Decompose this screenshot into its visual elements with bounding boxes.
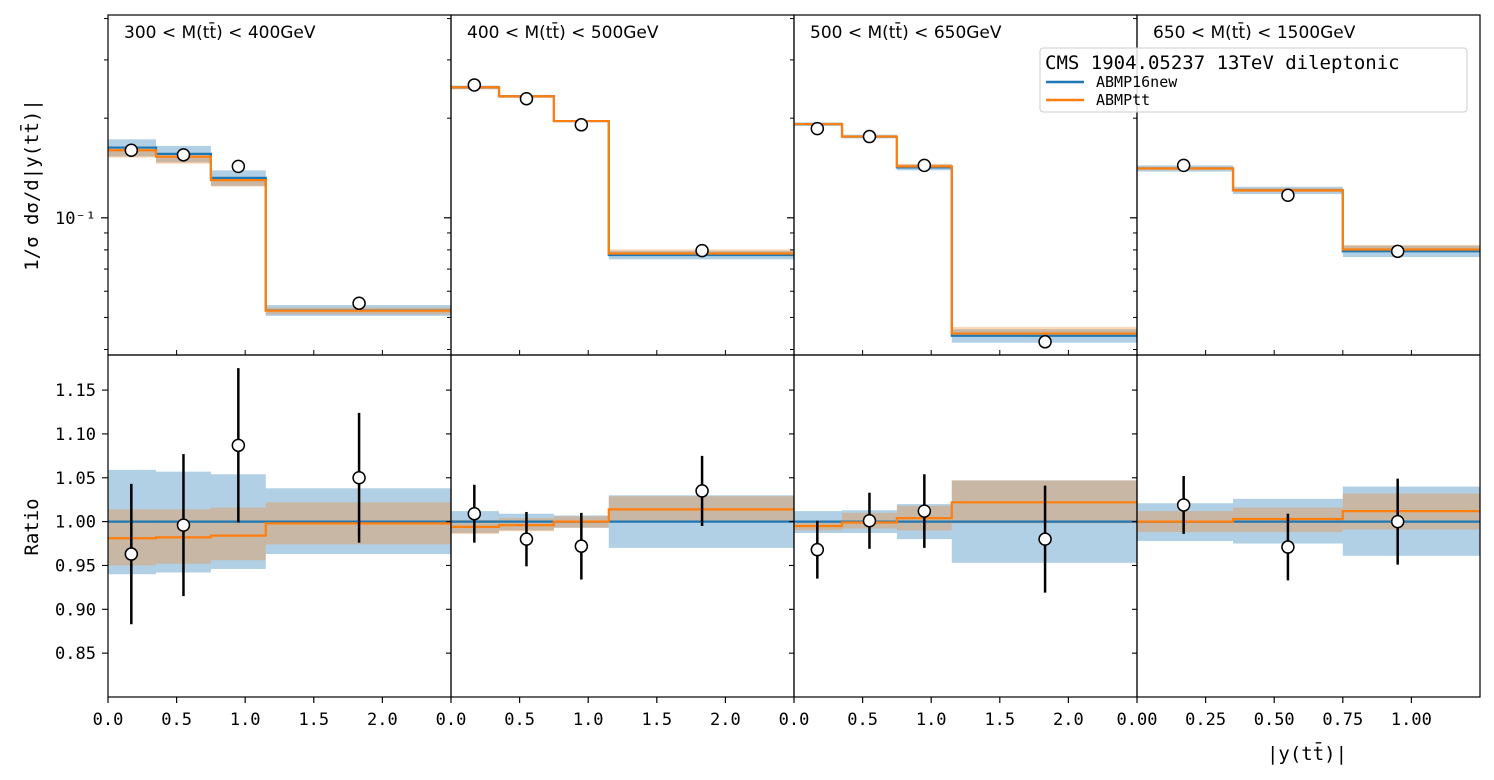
x-tick-label: 1.0 — [573, 710, 604, 730]
ratio-y-tick-label: 0.95 — [55, 556, 96, 576]
ratio-y-axis-label: Ratio — [21, 498, 43, 555]
ratio-y-tick-label: 1.10 — [55, 425, 96, 445]
legend-box — [1039, 47, 1468, 113]
panel-3: 500 < M(tt̄) < 650GeV 0.0 0.5 1.0 1.5 2.0 — [779, 14, 1138, 730]
ratio-axes-frame — [1136, 354, 1481, 698]
ratio-data-point — [1281, 540, 1295, 554]
panel-title: 500 < M(tt̄) < 650GeV — [810, 21, 1002, 43]
xsec-line-abmp16new — [1137, 167, 1480, 253]
x-tick-label: 2.0 — [1053, 710, 1084, 730]
legend-entry-abmptt: ABMPtt — [1096, 91, 1150, 109]
xsec-band-abmptt — [1342, 244, 1480, 251]
ratio-line-abmptt — [108, 522, 451, 540]
top-y-tick-label: 10⁻¹ — [55, 209, 96, 229]
x-tick-label: 0.75 — [1322, 710, 1363, 730]
x-tick-label: 2.0 — [367, 710, 398, 730]
ratio-y-tick-label: 1.05 — [55, 469, 96, 489]
xsec-line-abmptt — [1137, 167, 1480, 251]
panel-4: 650 < M(tt̄) < 1500GeV 0.00 0.25 0.50 0.75 1.… — [1117, 14, 1481, 730]
x-tick-label: 0.00 — [1117, 710, 1158, 730]
x-tick-label: 0.5 — [504, 710, 535, 730]
xsec-line-abmptt — [451, 86, 794, 255]
x-tick-label: 1.5 — [298, 710, 329, 730]
xsec-band-abmptt — [951, 326, 1137, 334]
ratio-data-point — [695, 484, 709, 498]
xsec-data-point — [176, 148, 191, 162]
ratio-y-tick-label: 0.85 — [55, 644, 96, 664]
xsec-data-point — [917, 158, 932, 173]
top-axes-frame — [450, 14, 795, 356]
panel-title: 300 < M(tt̄) < 400GeV — [124, 21, 316, 43]
x-tick-label: 0.5 — [161, 710, 192, 730]
ratio-data-point — [519, 532, 534, 546]
ratio-data-point — [810, 542, 825, 557]
xsec-data-point — [231, 159, 246, 174]
labels-layer: 1/σ dσ/d|y(tt̄)| Ratio |y(tt̄)| — [18, 99, 1347, 765]
xsec-line-abmp16new — [451, 86, 794, 257]
ratio-y-tick-label: 1.15 — [55, 381, 96, 401]
xsec-data-point — [467, 78, 482, 92]
x-tick-label: 0.0 — [93, 710, 124, 730]
ratio-line-abmptt — [794, 501, 1137, 528]
legend-title: CMS 1904.05237 13TeV dileptonic — [1045, 52, 1400, 74]
ratio-data-point — [1390, 514, 1405, 529]
x-axis-label: |y(tt̄)| — [1267, 740, 1347, 765]
legend: CMS 1904.05237 13TeV dileptonic ABMP16ne… — [1039, 47, 1468, 113]
panel-1: 300 < M(tt̄) < 400GeV 0.0 0.5 1.0 1.5 2.0 0.85… — [55, 14, 452, 730]
top-y-axis-label: 1/σ dσ/d|y(tt̄)| — [18, 99, 43, 271]
xsec-data-point — [1390, 244, 1405, 259]
x-tick-label: 2.0 — [710, 710, 741, 730]
xsec-data-point — [695, 243, 709, 258]
ratio-data-point — [124, 547, 139, 561]
ratio-data-point — [467, 506, 482, 521]
ratio-line-abmptt — [451, 508, 794, 528]
x-tick-label: 0.0 — [779, 710, 810, 730]
ratio-data-point — [1176, 498, 1191, 512]
x-tick-label: 1.0 — [230, 710, 261, 730]
xsec-data-point — [1281, 188, 1295, 202]
panels-layer: 300 < M(tt̄) < 400GeV 0.0 0.5 1.0 1.5 2.0 0.85… — [55, 14, 1481, 730]
xsec-line-abmptt — [794, 122, 1137, 335]
x-tick-label: 1.5 — [641, 710, 672, 730]
x-tick-label: 0.5 — [847, 710, 878, 730]
xsec-band-abmptt — [210, 177, 266, 187]
ratio-data-point — [176, 518, 191, 532]
xsec-data-point — [1176, 158, 1191, 173]
panel-2: 400 < M(tt̄) < 500GeV 0.0 0.5 1.0 1.5 2.0 — [436, 14, 795, 730]
xsec-line-abmp16new — [794, 122, 1137, 337]
xsec-line-abmp16new — [108, 146, 451, 312]
xsec-data-point — [862, 129, 877, 144]
panel-title: 650 < M(tt̄) < 1500GeV — [1153, 21, 1356, 43]
xsec-data-point — [124, 143, 139, 158]
x-tick-label: 0.25 — [1185, 710, 1226, 730]
legend-entry-abmp16new: ABMP16new — [1096, 73, 1178, 91]
xsec-data-point — [810, 121, 825, 136]
ratio-data-point — [1038, 532, 1052, 546]
ratio-data-point — [352, 471, 366, 485]
ratio-data-point — [917, 504, 932, 518]
x-tick-label: 0.0 — [436, 710, 467, 730]
ratio-y-tick-label: 1.00 — [55, 513, 96, 533]
x-tick-label: 0.50 — [1254, 710, 1295, 730]
x-tick-label: 1.0 — [916, 710, 947, 730]
xsec-data-point — [519, 91, 534, 106]
x-tick-label: 1.00 — [1391, 710, 1432, 730]
panel-title: 400 < M(tt̄) < 500GeV — [467, 21, 659, 43]
ratio-data-point — [862, 513, 877, 528]
ratio-data-point — [231, 438, 246, 453]
xsec-line-abmptt — [108, 149, 451, 312]
xsec-data-point — [352, 296, 366, 310]
x-tick-label: 1.5 — [984, 710, 1015, 730]
ratio-data-point — [574, 539, 589, 553]
ratio-y-tick-label: 0.90 — [55, 600, 96, 620]
xsec-data-point — [1038, 335, 1052, 349]
top-axes-frame — [107, 14, 452, 356]
xsec-data-point — [574, 118, 589, 132]
